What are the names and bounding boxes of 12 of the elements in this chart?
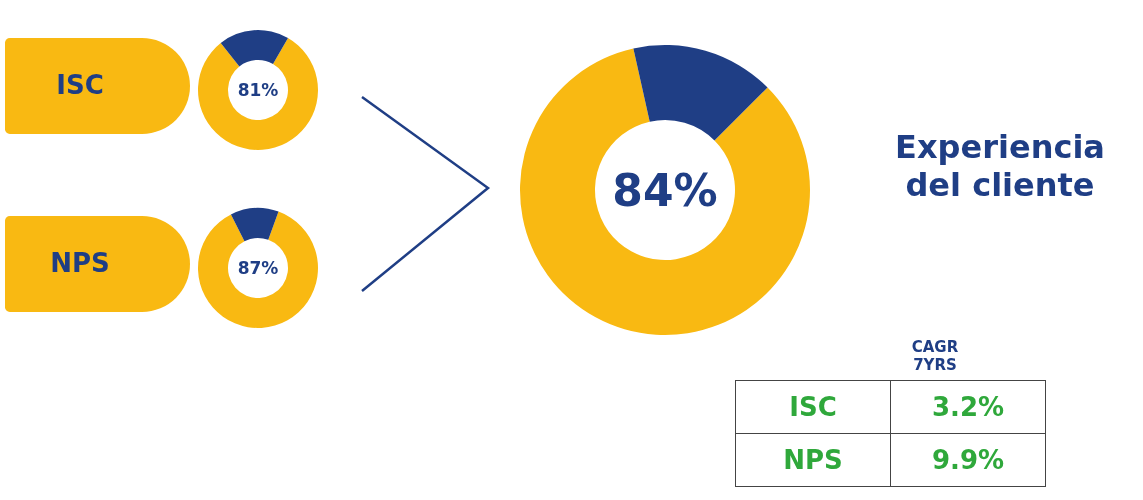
- text: 9.9%: [931, 445, 1005, 475]
- text: NPS: [49, 248, 111, 278]
- text: Experiencia del cliente: [894, 128, 1106, 204]
- text: 81%: [237, 80, 279, 100]
- category-label: ISC: [735, 380, 891, 434]
- text: 84%: [612, 164, 718, 216]
- text: 87%: [237, 258, 279, 278]
- text: ISC: [55, 70, 105, 100]
- text: 3.2%: [931, 392, 1005, 422]
- text: CAGR: [910, 338, 960, 356]
- text: 7YRS: [912, 356, 958, 374]
- category-label: NPS: [735, 433, 891, 487]
